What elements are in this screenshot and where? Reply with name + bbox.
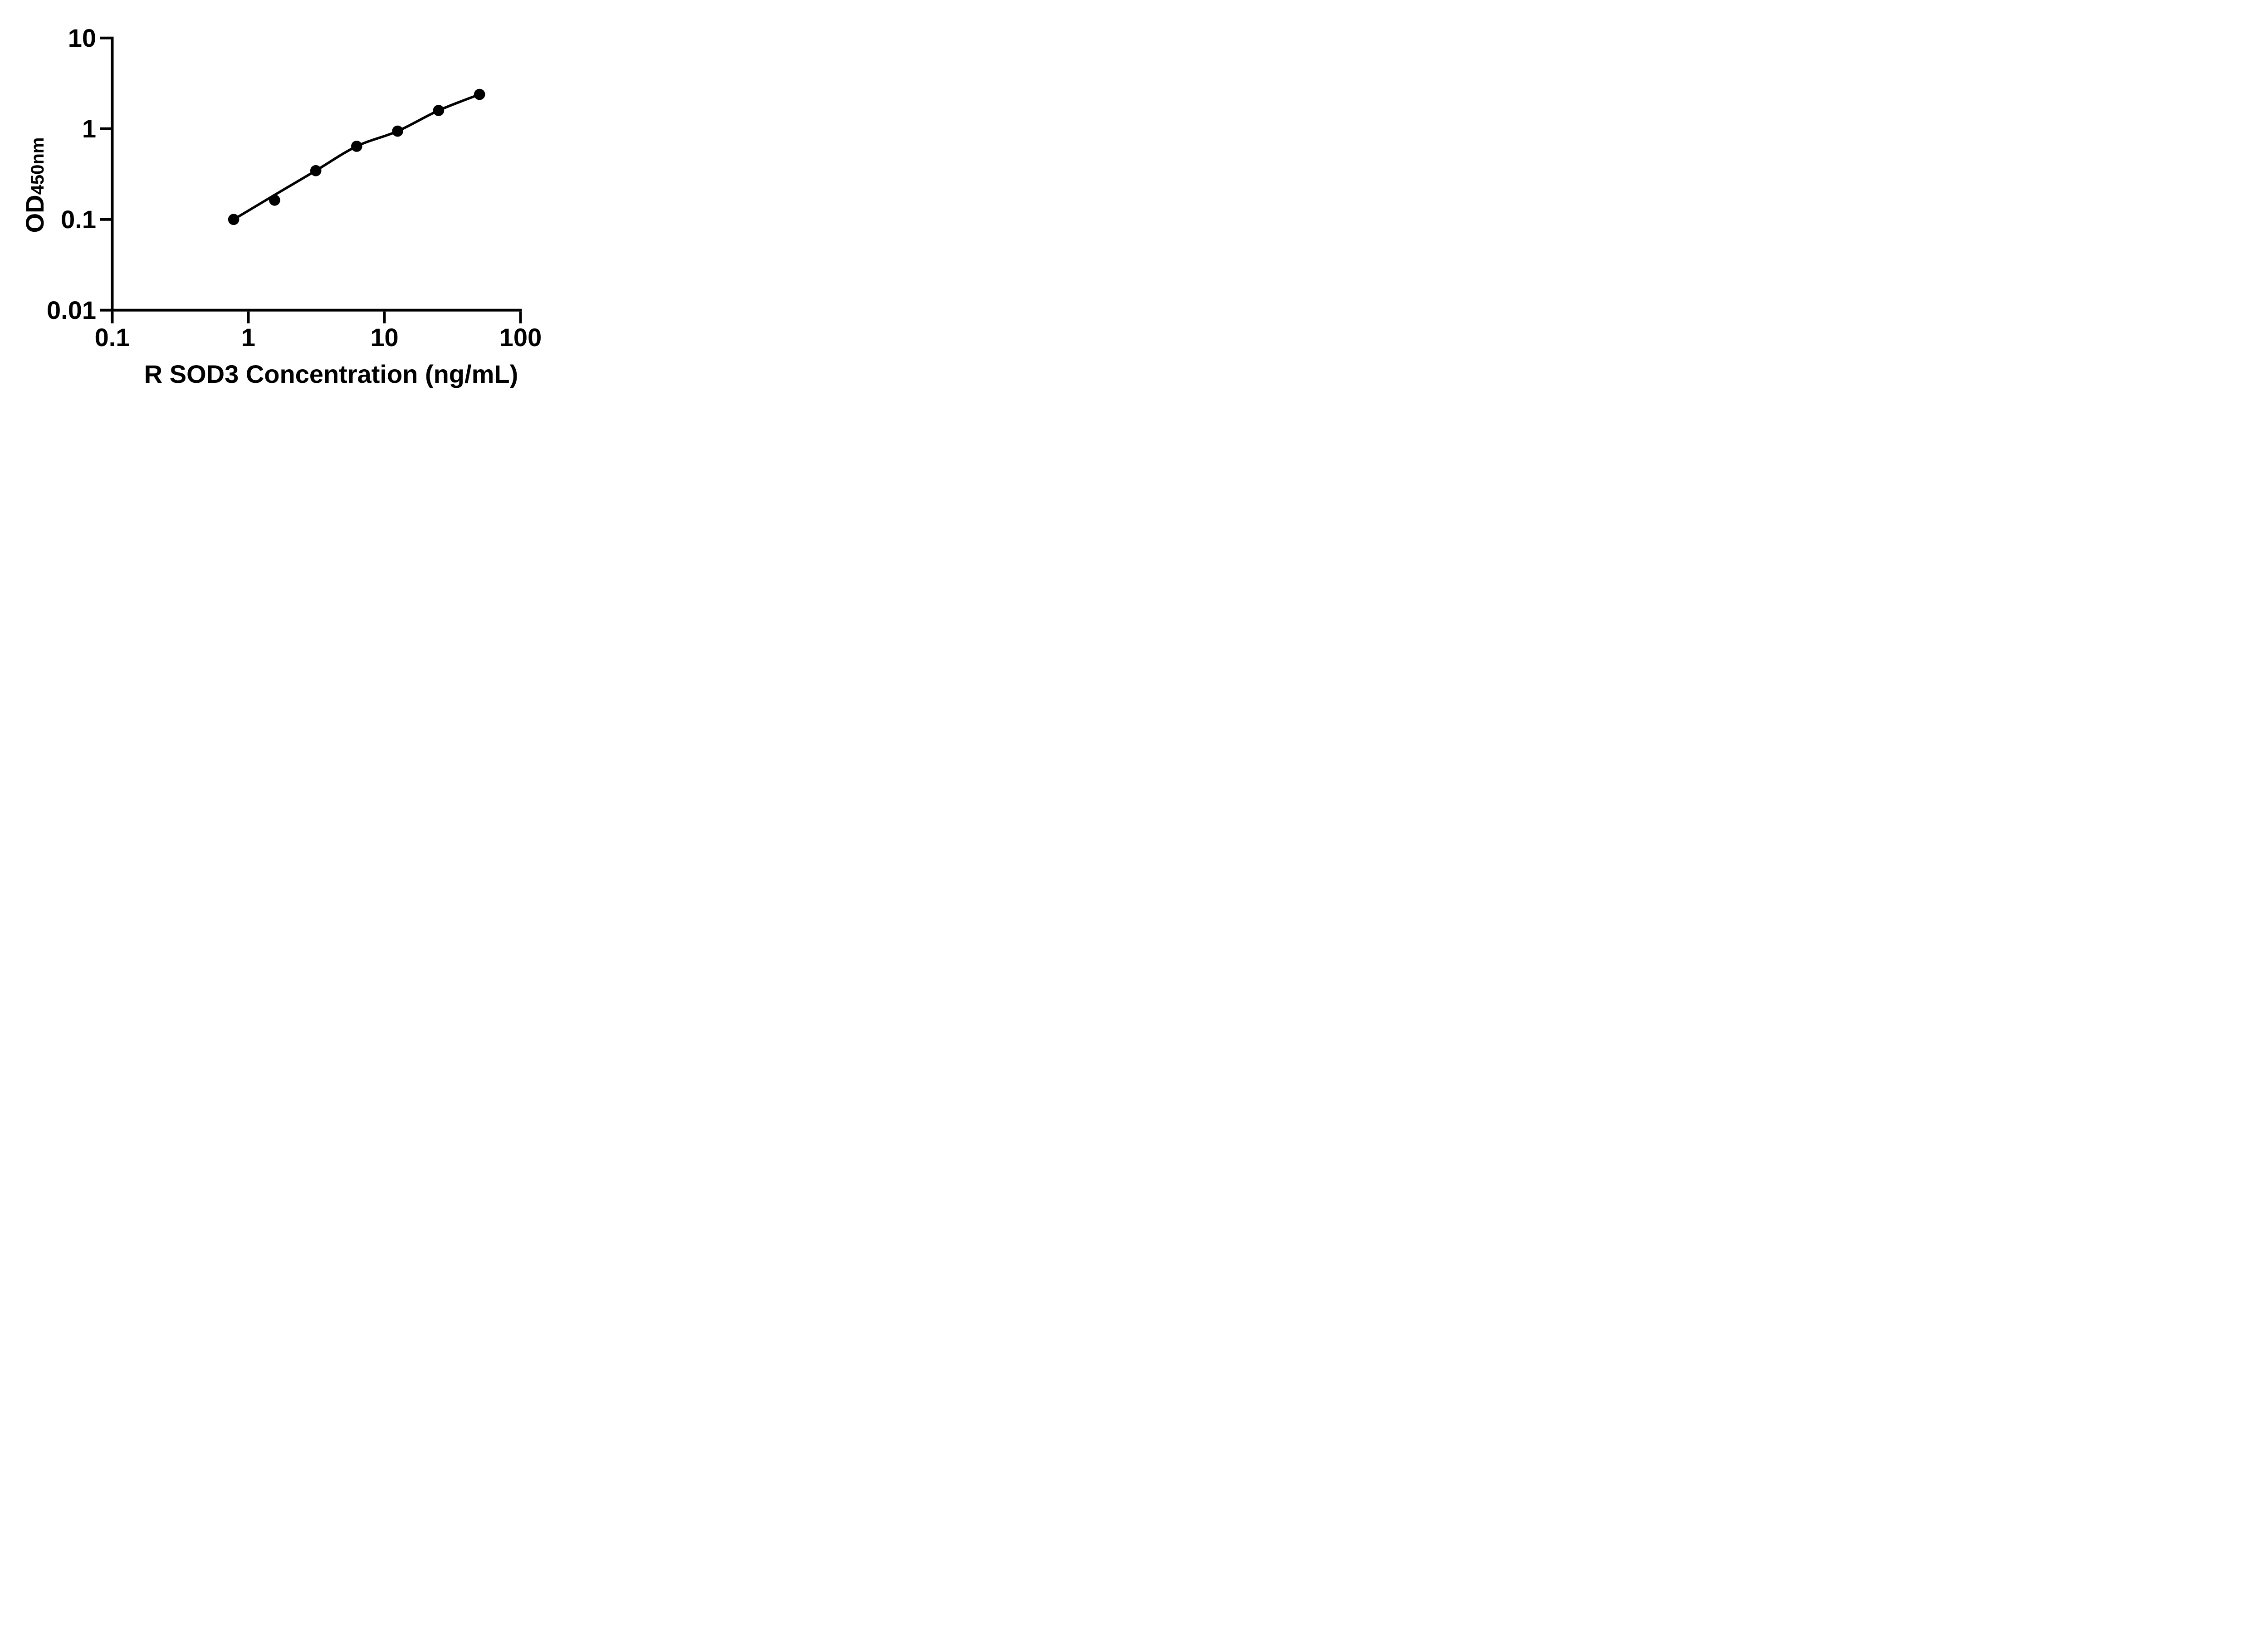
x-tick-label-10: 10 — [370, 323, 399, 352]
data-point — [269, 195, 280, 206]
data-point — [392, 125, 403, 137]
x-tick-label-1: 1 — [241, 323, 256, 352]
data-point — [310, 165, 322, 176]
y-axis-title-main: OD — [20, 195, 49, 233]
plot-canvas — [100, 36, 522, 323]
y-axis-ticks — [100, 36, 111, 312]
data-point — [433, 105, 445, 116]
x-tick-label-0.1: 0.1 — [94, 323, 130, 352]
x-axis-title: R SOD3 Concentration (ng/mL) — [144, 360, 518, 388]
data-points — [228, 88, 485, 225]
y-tick-label-0.01: 0.01 — [47, 296, 96, 324]
y-axis-title-subscript: 450nm — [28, 137, 48, 195]
y-tick-label-10: 10 — [68, 24, 96, 52]
y-axis-title: OD450nm — [20, 137, 49, 233]
x-axis-ticks — [111, 311, 522, 323]
x-tick-label-100: 100 — [499, 323, 542, 352]
y-axis-line — [111, 36, 114, 312]
y-tick-label-1: 1 — [82, 114, 96, 143]
y-tick-label-0.1: 0.1 — [61, 205, 96, 234]
data-point — [351, 141, 362, 152]
data-point — [474, 88, 485, 100]
data-point — [228, 214, 240, 225]
standard-curve-figure: 10 1 0.1 0.01 0.1 1 10 100 R SOD3 Concen… — [0, 0, 583, 408]
x-axis-line — [111, 308, 522, 312]
